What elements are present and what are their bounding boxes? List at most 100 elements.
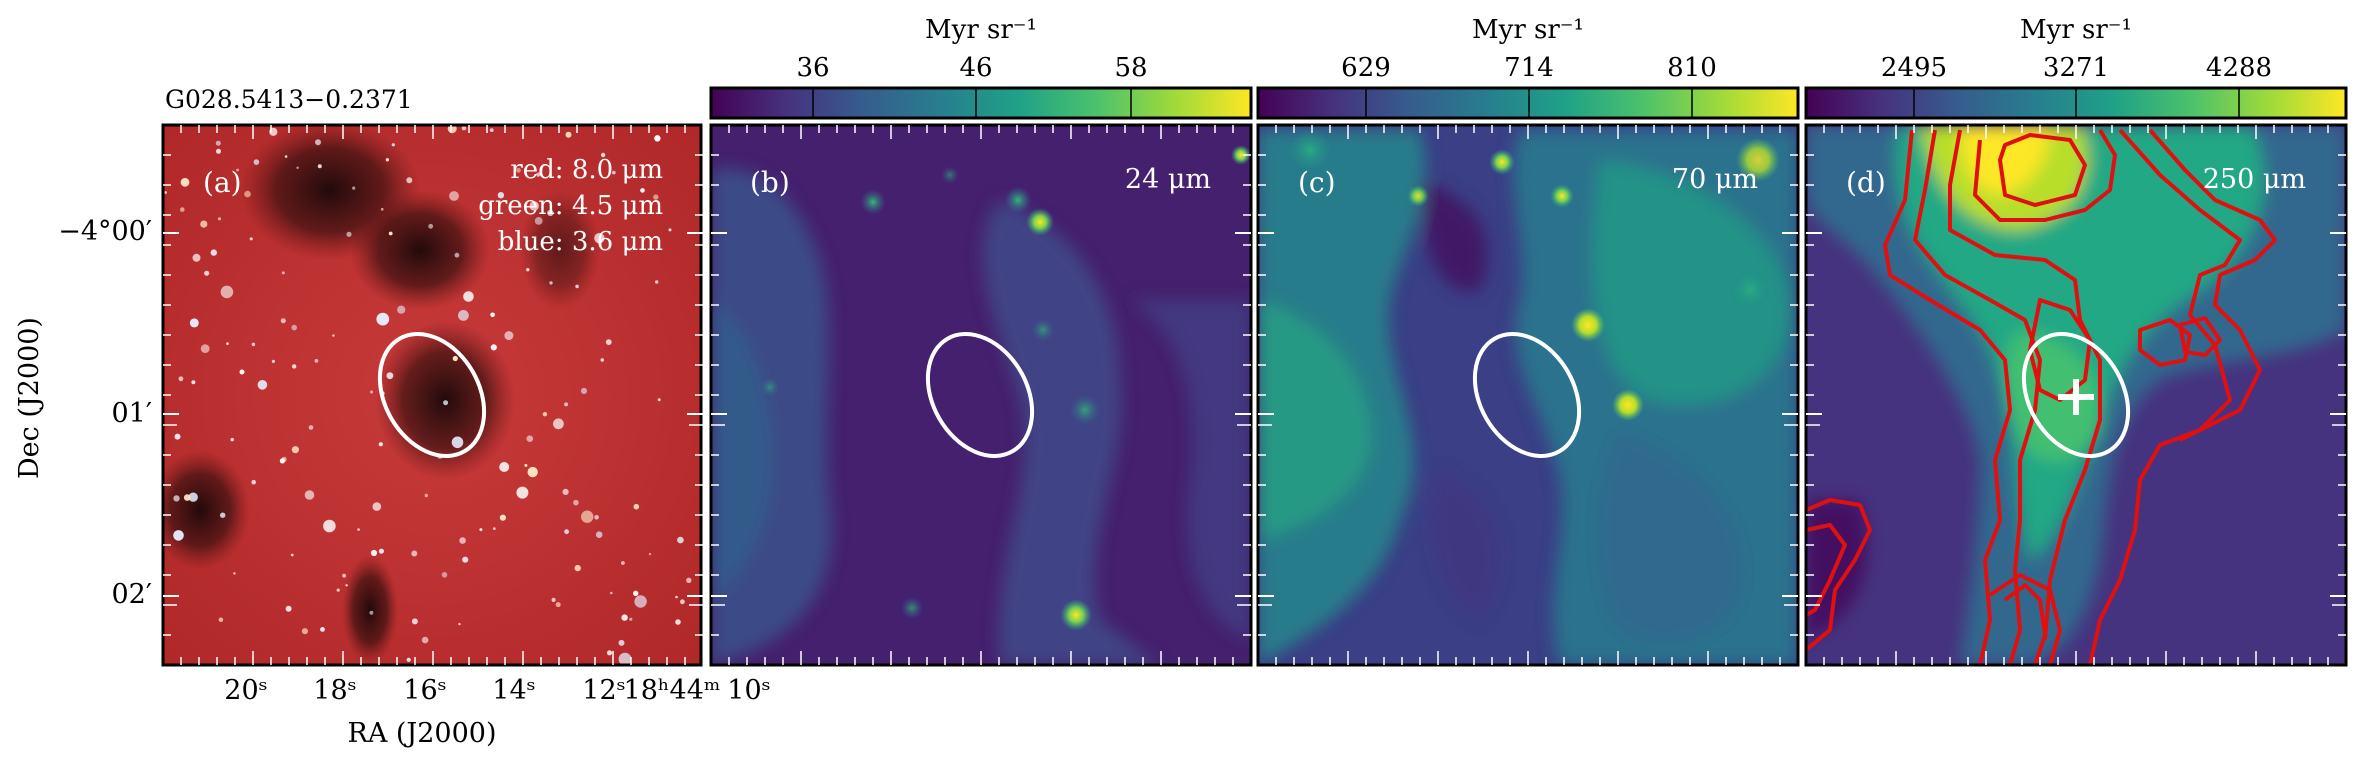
star [551,597,556,603]
star [244,190,251,198]
star [451,436,464,449]
star [285,605,292,612]
legend-red: red: 8.0 μm [510,155,663,185]
star [397,305,406,314]
star [621,614,628,621]
star [217,217,222,221]
star [640,188,645,193]
star [301,628,308,635]
panel-label-b: (b) [750,166,790,199]
star [447,125,457,134]
panel-c-image [1258,125,1798,665]
star-field [164,125,692,665]
star [499,462,510,472]
star [191,380,196,385]
star [461,125,467,131]
star [183,494,191,501]
star [549,281,553,285]
star [192,253,201,262]
x-tick-label: 20ˢ [224,675,267,706]
colorbar-tick: 810 [1667,53,1717,83]
star [218,617,224,623]
star [680,599,685,605]
star [251,479,256,485]
star [657,398,661,402]
x-tick-label: 14ˢ [492,675,535,706]
star [320,627,325,632]
y-axis: −4°00′ 01′ 02′ Dec (J2000) [14,216,152,610]
star [516,486,529,499]
y-tick-label: 02′ [112,579,153,610]
star [280,318,286,324]
star [220,512,226,518]
star [411,550,418,557]
star [653,194,659,200]
star [271,359,275,363]
star [424,493,428,498]
colorbar-tick: 36 [796,53,829,83]
star [421,636,429,644]
source-ellipse [2021,332,2131,459]
y-axis-label: Dec (J2000) [14,317,45,479]
star [411,618,418,625]
star [462,556,469,563]
star [497,192,505,199]
star [449,191,459,201]
legend-blue: blue: 3.6 μm [498,227,663,257]
star [174,433,181,440]
star [529,201,539,211]
star [253,159,260,165]
star [370,390,374,394]
legend-green: green: 4.5 μm [478,191,663,221]
star [605,339,612,345]
colorbar-tick: 4288 [2206,53,2272,83]
star [188,492,198,502]
star [336,588,340,592]
star [479,528,483,532]
star [675,595,678,599]
star [342,573,346,578]
star [317,164,322,169]
star [618,639,625,646]
star [564,529,569,535]
star [210,249,217,256]
star [454,252,460,258]
colorbar-tick: 46 [959,53,992,83]
star [345,584,348,587]
star [226,342,229,345]
panel-d: (d) 250 μm [1804,123,2348,667]
star [504,331,514,341]
star [346,231,352,237]
star [291,446,299,454]
star [388,231,393,236]
star [594,233,605,244]
star [547,209,554,217]
star [553,418,564,430]
star [180,177,190,187]
star [452,355,458,362]
colorbar-unit: Myr sr⁻¹ [2020,15,2132,45]
star [380,207,384,211]
star [634,595,647,608]
colorbar-b: 36 46 58 Myr sr⁻¹ [709,15,1253,120]
star [251,342,256,347]
star [257,380,268,390]
wavelength-label-b: 24 μm [1125,164,1211,195]
star [606,650,613,656]
wavelength-label-c: 70 μm [1672,164,1758,195]
star [633,503,640,510]
star [600,358,604,362]
star [675,619,681,625]
x-axis-label: RA (J2000) [347,718,496,749]
x-tick-label: 12ˢ [582,675,625,706]
star [459,537,466,544]
star [352,186,356,190]
star [428,223,434,229]
star [499,514,506,521]
star [686,577,692,583]
panel-a-image [163,125,701,665]
colorbar-unit: Myr sr⁻¹ [1472,15,1584,45]
star [204,270,210,276]
panel-a: (a) red: 8.0 μm green: 4.5 μm blue: 3.6 … [161,123,703,667]
star [463,291,474,302]
